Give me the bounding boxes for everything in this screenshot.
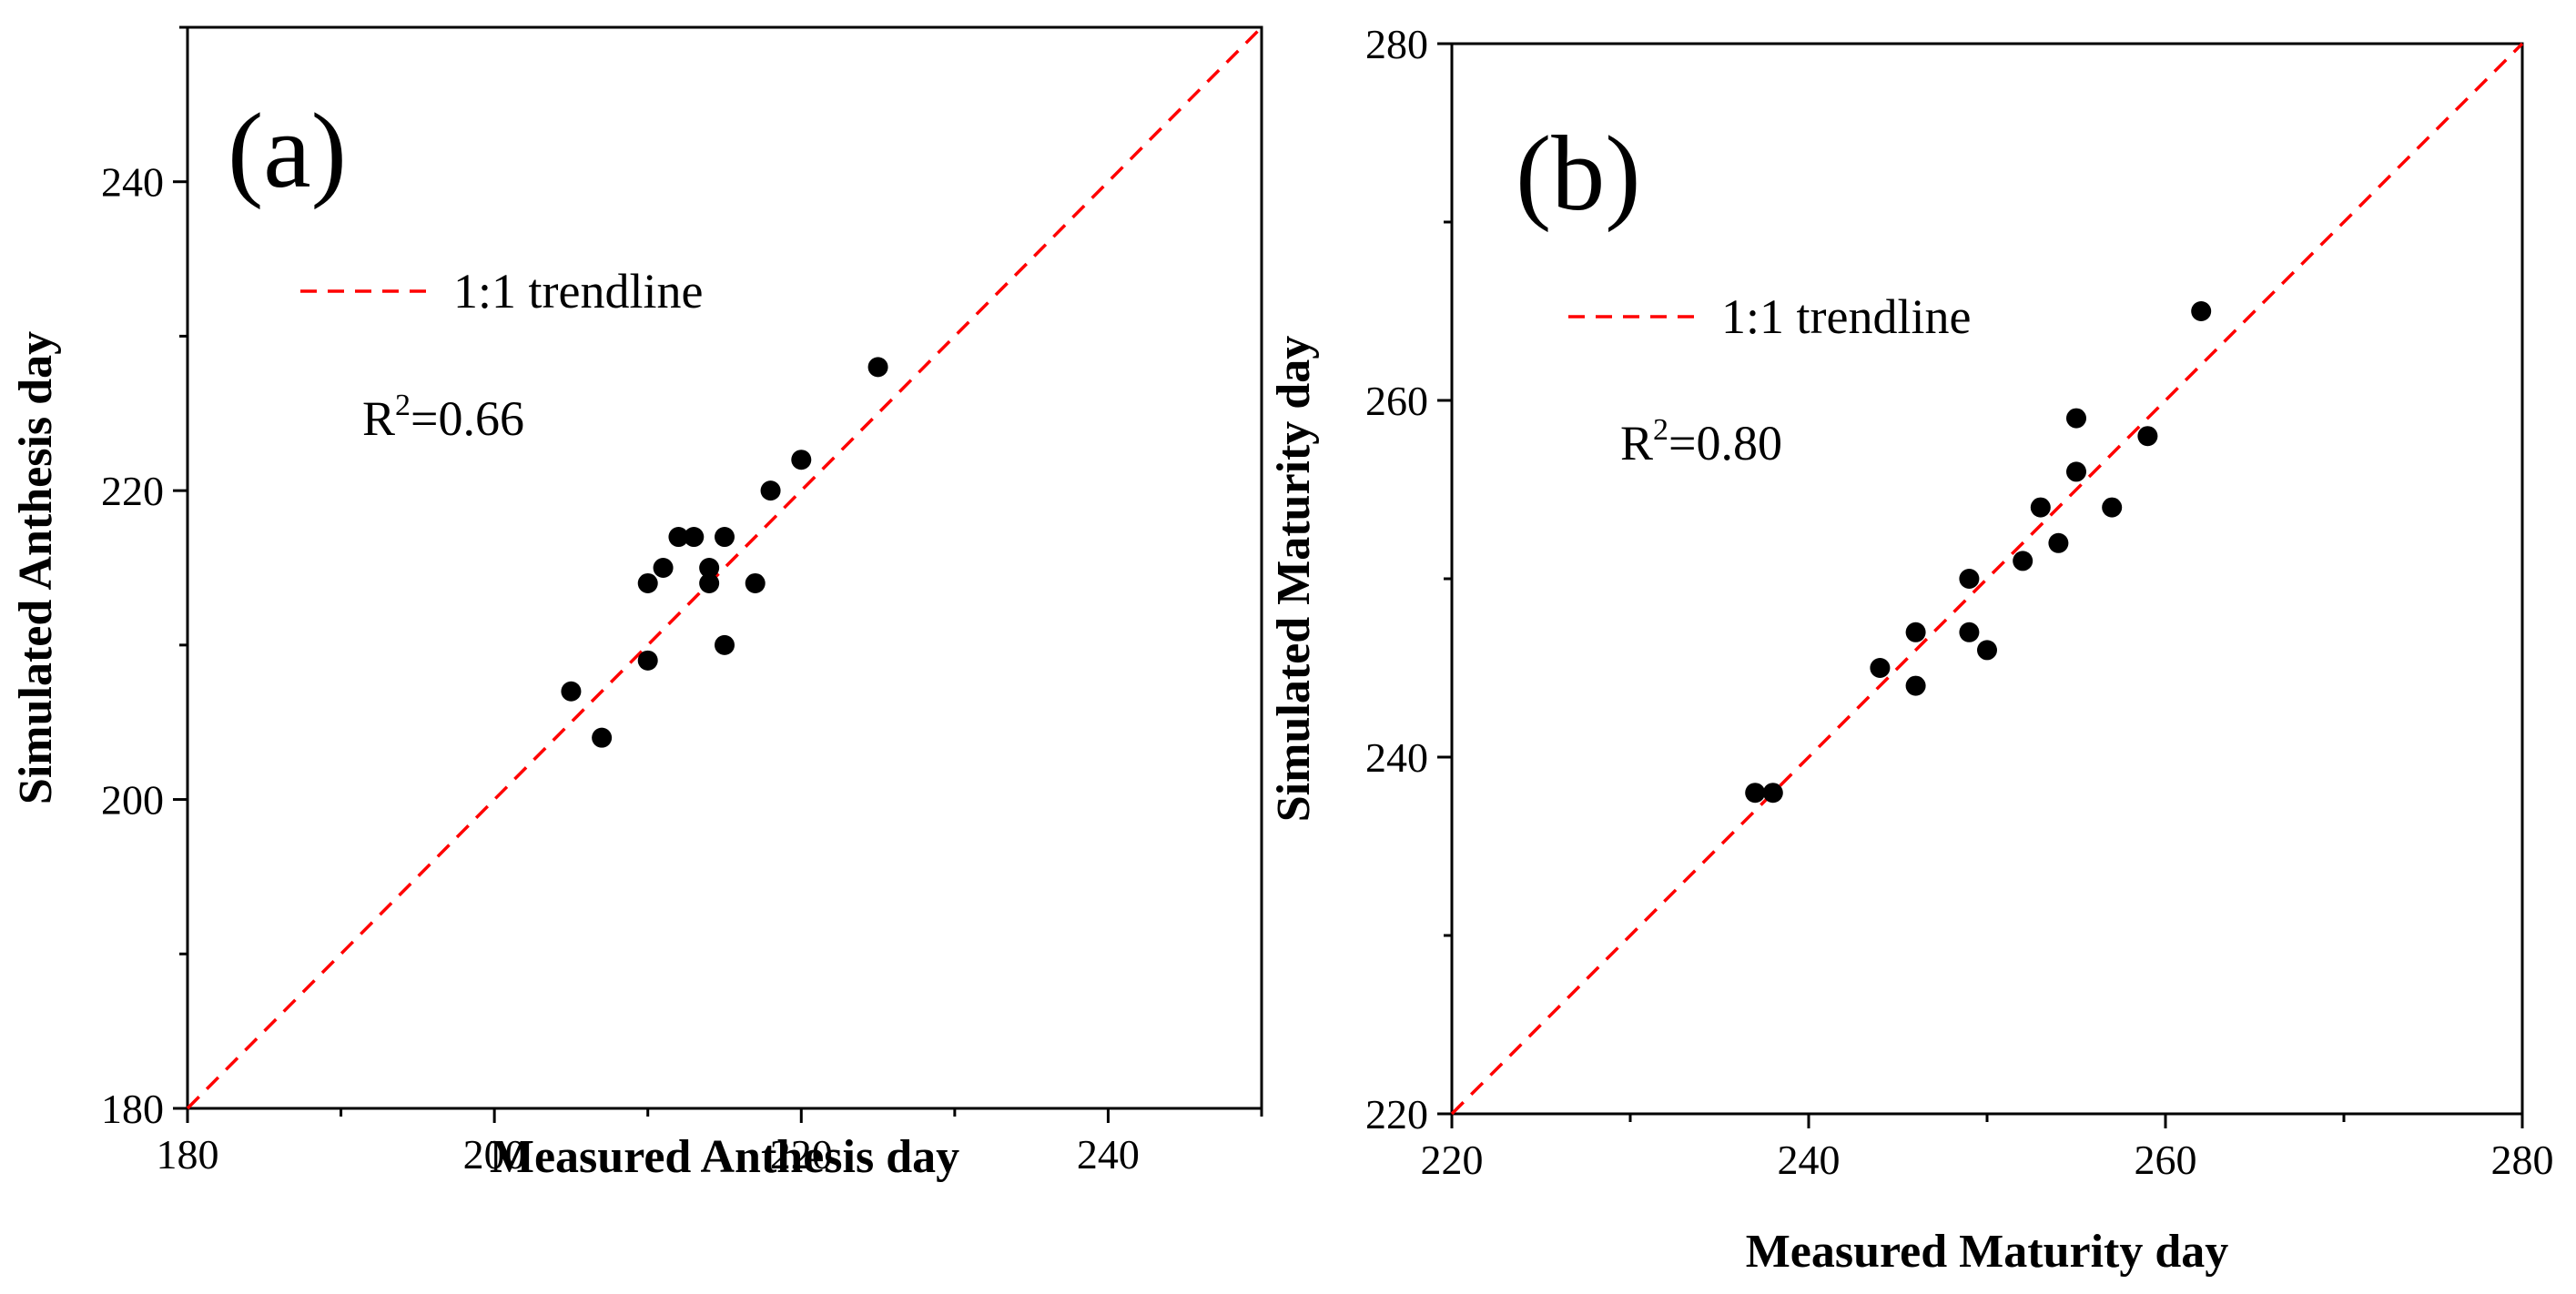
x-tick-label: 200 xyxy=(463,1131,526,1178)
data-point xyxy=(791,450,812,470)
data-point xyxy=(637,650,658,671)
y-tick-label: 240 xyxy=(101,159,164,206)
plot-frame xyxy=(186,25,1263,1110)
x-tick-label: 220 xyxy=(770,1131,833,1178)
data-point xyxy=(760,480,781,501)
panel-b: 220 240 260 280 220 240 260 280 Measured Maturit… xyxy=(1268,21,2554,1278)
data-point xyxy=(1762,783,1783,804)
data-point xyxy=(745,572,766,593)
data-point xyxy=(637,572,658,593)
y-axis-title: Simulated Anthesis day xyxy=(10,331,62,804)
data-point xyxy=(668,527,689,548)
data-point xyxy=(2102,497,2123,518)
y-tick-label: 260 xyxy=(1365,378,1428,424)
data-point xyxy=(1977,640,1997,661)
data-point xyxy=(684,527,705,548)
data-point xyxy=(561,681,582,702)
data-point xyxy=(1959,622,1980,642)
x-axis-title: Measured Anthesis day xyxy=(490,1131,959,1183)
data-point xyxy=(2030,497,2051,518)
data-point xyxy=(699,572,720,593)
data-point xyxy=(2066,408,2086,429)
panel-label: (a) xyxy=(228,91,347,210)
data-point xyxy=(2066,461,2086,482)
r2-annotation: R2=0.80 xyxy=(1620,413,1782,470)
x-tick-label: 240 xyxy=(1778,1137,1841,1183)
y-tick-label: 220 xyxy=(101,468,164,514)
trendline-1to1 xyxy=(1450,42,2524,1116)
trendline-1to1 xyxy=(186,25,1263,1110)
y-tick-label: 200 xyxy=(101,777,164,824)
data-point xyxy=(2048,532,2069,553)
data-point xyxy=(867,357,888,378)
data-point xyxy=(2137,426,2158,447)
x-tick-label: 180 xyxy=(157,1131,219,1178)
y-tick-label: 280 xyxy=(1365,21,1428,67)
y-tick-label: 180 xyxy=(101,1086,164,1132)
y-tick-label: 240 xyxy=(1365,734,1428,781)
data-point xyxy=(1905,675,1926,696)
data-point xyxy=(715,634,735,655)
data-point xyxy=(592,727,613,748)
data-point xyxy=(653,558,674,578)
y-axis-title: Simulated Maturity day xyxy=(1268,336,1320,822)
x-tick-label: 280 xyxy=(2491,1137,2554,1183)
x-tick-label: 220 xyxy=(1421,1137,1484,1183)
legend-label: 1:1 trendline xyxy=(453,264,703,318)
panel-a: 180 200 220 240 180 200 220 240 Measured Anthesi… xyxy=(10,25,1263,1183)
data-point xyxy=(715,527,735,548)
x-tick-label: 260 xyxy=(2135,1137,2197,1183)
y-tick-label: 220 xyxy=(1365,1091,1428,1137)
panel-label: (b) xyxy=(1516,114,1641,233)
data-point xyxy=(1959,569,1980,589)
x-tick-label: 240 xyxy=(1077,1131,1140,1178)
legend-label: 1:1 trendline xyxy=(1721,289,1971,344)
data-point xyxy=(1905,622,1926,642)
data-point xyxy=(1870,658,1891,678)
data-point xyxy=(1745,783,1766,804)
x-axis-title: Measured Maturity day xyxy=(1746,1226,2229,1278)
data-point xyxy=(699,558,720,578)
r2-annotation: R2=0.66 xyxy=(362,389,524,446)
data-point xyxy=(2191,301,2212,321)
data-point xyxy=(2013,551,2033,571)
